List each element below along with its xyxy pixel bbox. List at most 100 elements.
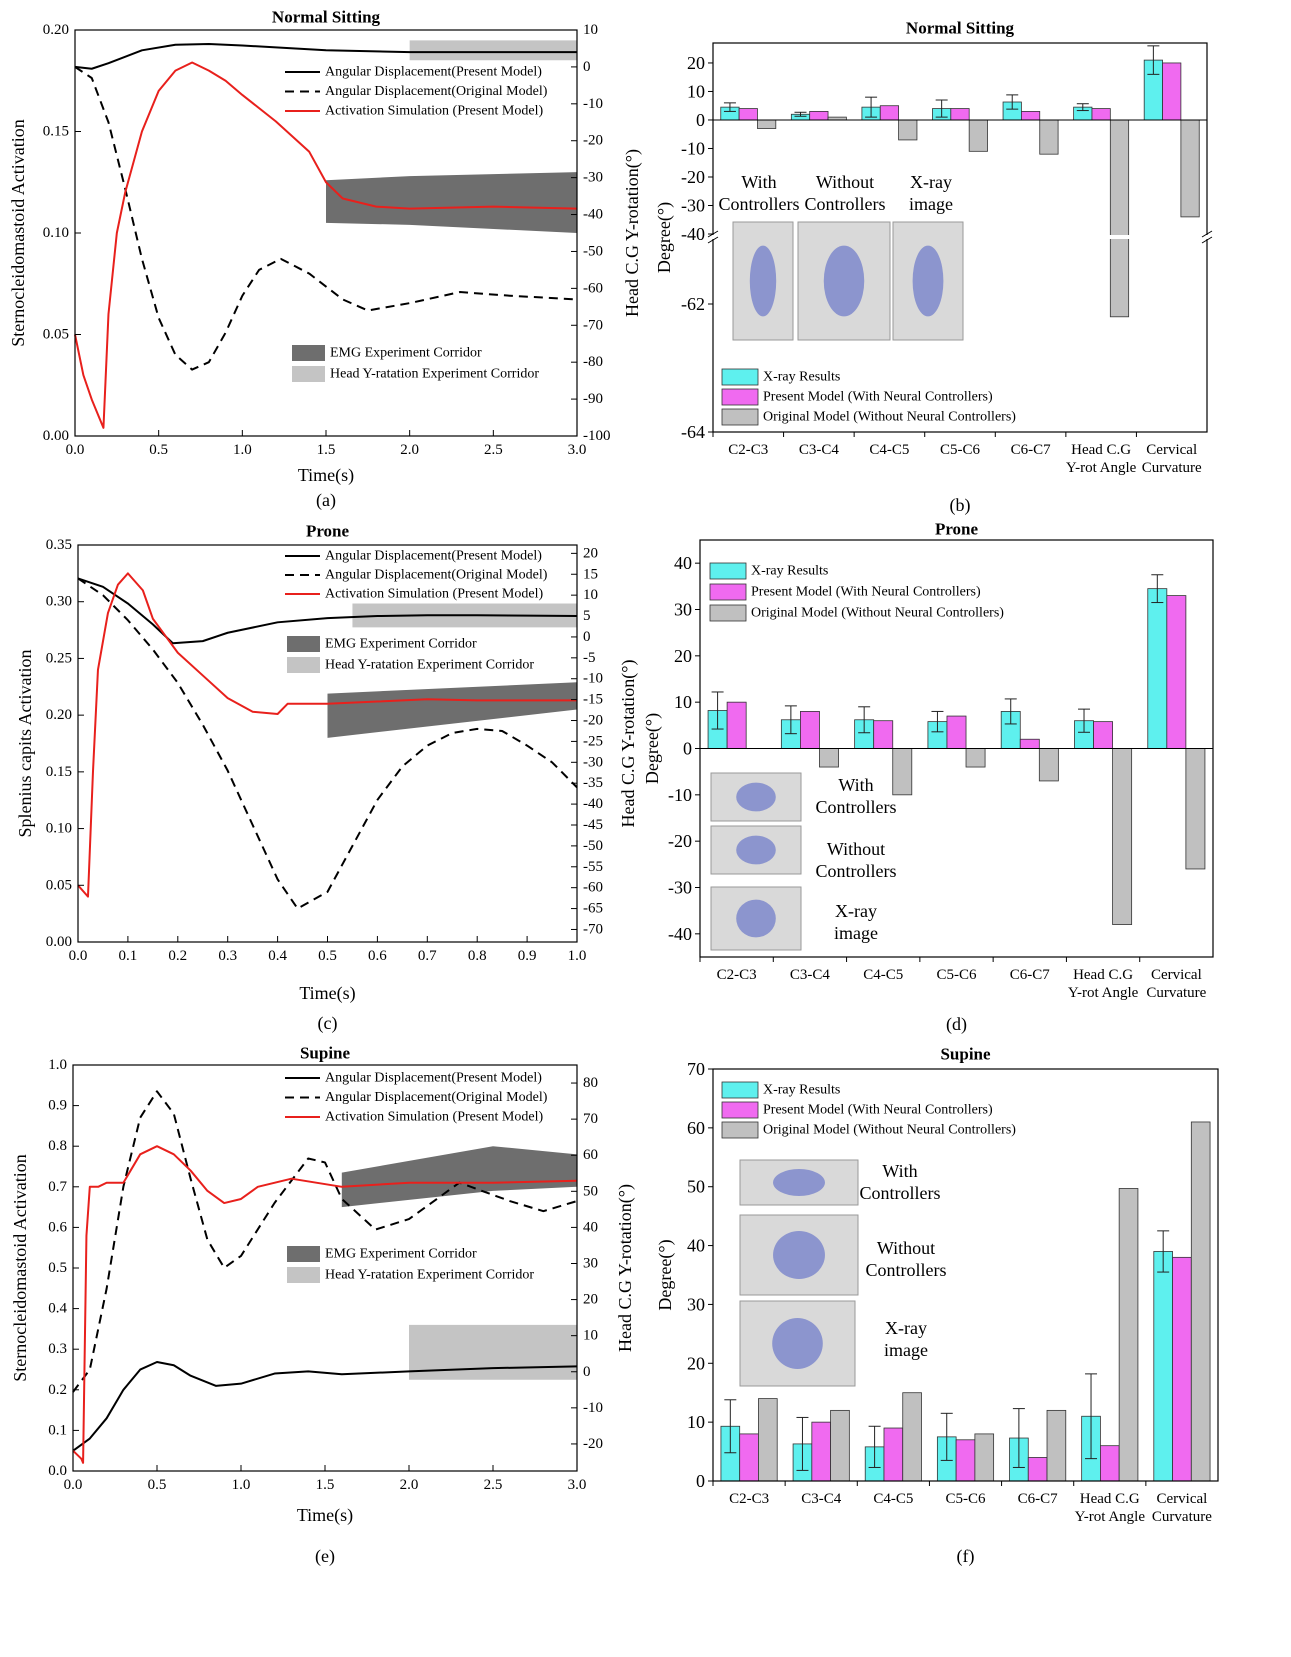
chart-title: Normal Sitting — [906, 19, 1015, 38]
series-line — [72, 1361, 578, 1452]
annotation: X-ray image — [909, 172, 953, 214]
bar — [1185, 748, 1206, 870]
y2-tick-label: -60 — [583, 880, 603, 896]
x-tick-label: 0.0 — [69, 948, 88, 964]
legend-label: Angular Displacement(Present Model) — [325, 65, 542, 80]
panel-label: (f) — [957, 1546, 975, 1567]
chart-title: Prone — [306, 522, 350, 541]
error-bar — [1012, 1408, 1025, 1468]
x-tick-label: C2-C3 — [717, 967, 757, 983]
y2-tick-label: -30 — [583, 754, 603, 770]
bar — [946, 715, 967, 749]
figure-image-detail — [823, 245, 865, 317]
plot-frame — [712, 1068, 1219, 1482]
legend-label: Present Model (With Neural Controllers) — [763, 1103, 993, 1118]
y2-tick-label: -90 — [583, 391, 603, 407]
annotation: With Controllers — [860, 1161, 941, 1203]
bar — [800, 711, 820, 749]
legend-label: X-ray Results — [751, 564, 828, 579]
y-tick-label: 0.05 — [46, 877, 72, 893]
x-tick-label: 1.5 — [316, 1477, 335, 1493]
chart-title: Normal Sitting — [272, 8, 381, 27]
y-tick-label: -20 — [668, 831, 692, 851]
legend-swatch — [709, 562, 747, 580]
y-tick-label: 0.8 — [48, 1138, 67, 1154]
y2-tick-label: -70 — [583, 921, 603, 937]
y2-tick-label: -60 — [583, 280, 603, 296]
bar — [811, 1421, 831, 1482]
y-axis-label: Sternocleidomastoid Activation — [10, 1154, 30, 1381]
bar — [892, 748, 913, 796]
legend-label: Activation Simulation (Present Model) — [325, 587, 543, 602]
figure-image-detail — [749, 245, 777, 317]
bar — [965, 748, 986, 768]
y-tick-label: 0.2 — [48, 1382, 67, 1398]
y2-tick-label: 15 — [583, 566, 598, 582]
y2-tick-label: -65 — [583, 901, 603, 917]
x-tick-label: C5-C6 — [940, 442, 981, 458]
panel-label: (c) — [318, 1013, 338, 1034]
x-tick-label: C5-C6 — [945, 1491, 986, 1507]
y2-tick-label: -50 — [583, 838, 603, 854]
y2-tick-label: 60 — [583, 1147, 598, 1163]
x-tick-label: 0.4 — [268, 948, 287, 964]
y-tick-label: 0.00 — [46, 934, 72, 950]
figure-image-detail — [736, 835, 776, 865]
y2-tick-label: -10 — [583, 671, 603, 687]
legend-label: Head Y-ratation Experiment Corridor — [325, 658, 534, 673]
x-tick-label: 0.2 — [168, 948, 187, 964]
y-tick-label: 10 — [687, 81, 705, 101]
legend-label: Original Model (Without Neural Controlle… — [763, 410, 1016, 425]
bar — [809, 111, 829, 121]
y-axis-label: Sternocleidomastoid Activation — [8, 119, 28, 346]
x-tick-label: C4-C5 — [873, 1491, 913, 1507]
x-tick-label: 0.5 — [149, 442, 168, 458]
bar — [1019, 738, 1040, 749]
legend-label: X-ray Results — [763, 370, 840, 385]
y-tick-label: 0.0 — [48, 1463, 67, 1479]
x-tick-label: 2.0 — [400, 442, 419, 458]
x-tick-label: 0.1 — [119, 948, 138, 964]
bar — [974, 1433, 995, 1482]
legend-label: Head Y-ratation Experiment Corridor — [325, 1268, 534, 1283]
y-tick-label: 70 — [687, 1059, 705, 1079]
x-tick-label: 0.3 — [218, 948, 237, 964]
bar — [726, 701, 747, 749]
bar — [1147, 588, 1168, 749]
y2-tick-label: -45 — [583, 817, 603, 833]
y2-tick-label: -20 — [583, 1436, 603, 1452]
y-tick-label: 0.6 — [48, 1219, 67, 1235]
legend-label: EMG Experiment Corridor — [325, 1247, 477, 1262]
y-tick-label: 0.4 — [48, 1301, 67, 1317]
y2-tick-label: -70 — [583, 317, 603, 333]
y2-tick-label: -20 — [583, 713, 603, 729]
legend-label: EMG Experiment Corridor — [325, 637, 477, 652]
x-tick-label: 0.0 — [64, 1477, 83, 1493]
legend-label: Angular Displacement(Present Model) — [325, 1071, 542, 1086]
series-line — [74, 61, 578, 429]
chart-title: Supine — [300, 1044, 351, 1063]
bar — [1190, 1121, 1211, 1482]
error-bar — [931, 710, 944, 733]
y-tick-label: -30 — [681, 195, 705, 215]
legend-label: Present Model (With Neural Controllers) — [751, 585, 981, 600]
series-line — [77, 577, 578, 645]
y2-axis-label: Head C.G Y-rotation(°) — [615, 1184, 636, 1352]
corridor — [341, 1146, 577, 1208]
y-tick-label: -40 — [681, 224, 705, 244]
x-tick-label: 1.0 — [233, 442, 252, 458]
bar — [1093, 721, 1113, 749]
y-tick-label: 30 — [674, 600, 692, 620]
legend-swatch — [292, 345, 325, 361]
y2-tick-label: 20 — [583, 1292, 598, 1308]
annotation: X-ray image — [834, 901, 878, 943]
legend-swatch — [721, 1121, 759, 1139]
x-tick-label: C3-C4 — [799, 442, 840, 458]
y2-tick-label: -100 — [583, 428, 611, 444]
bar — [950, 108, 970, 121]
x-tick-label: 0.6 — [368, 948, 387, 964]
legend-swatch — [287, 636, 320, 652]
chart-title: Prone — [935, 520, 979, 539]
x-tick-label: 0.8 — [468, 948, 487, 964]
